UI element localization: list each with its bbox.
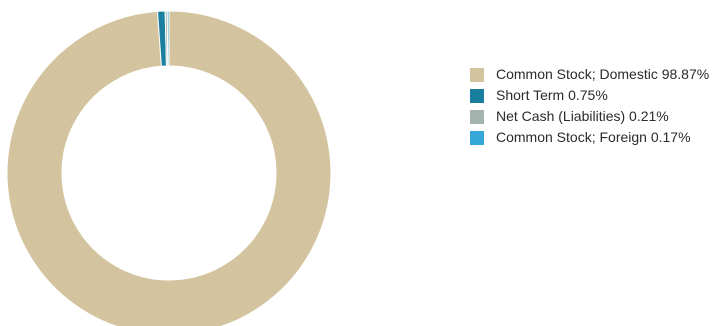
legend-item-net-cash: Net Cash (Liabilities) 0.21% [470,108,715,124]
donut-chart [6,10,332,326]
legend-swatch [470,110,484,124]
donut-slices [6,10,332,326]
legend-swatch [470,131,484,145]
legend-swatch [470,89,484,103]
donut-slice-common-stock-foreign [166,10,170,67]
legend-item-common-stock-foreign: Common Stock; Foreign 0.17% [470,129,715,145]
donut-slice-common-stock-domestic [6,10,332,326]
legend-label: Short Term 0.75% [496,87,608,103]
legend-label: Common Stock; Domestic 98.87% [496,66,710,82]
legend-item-short-term: Short Term 0.75% [470,87,715,103]
legend-label: Common Stock; Foreign 0.17% [496,129,691,145]
chart-legend: Common Stock; Domestic 98.87% Short Term… [470,66,715,150]
legend-swatch [470,68,484,82]
legend-item-common-stock-domestic: Common Stock; Domestic 98.87% [470,66,715,82]
legend-label: Net Cash (Liabilities) 0.21% [496,108,669,124]
